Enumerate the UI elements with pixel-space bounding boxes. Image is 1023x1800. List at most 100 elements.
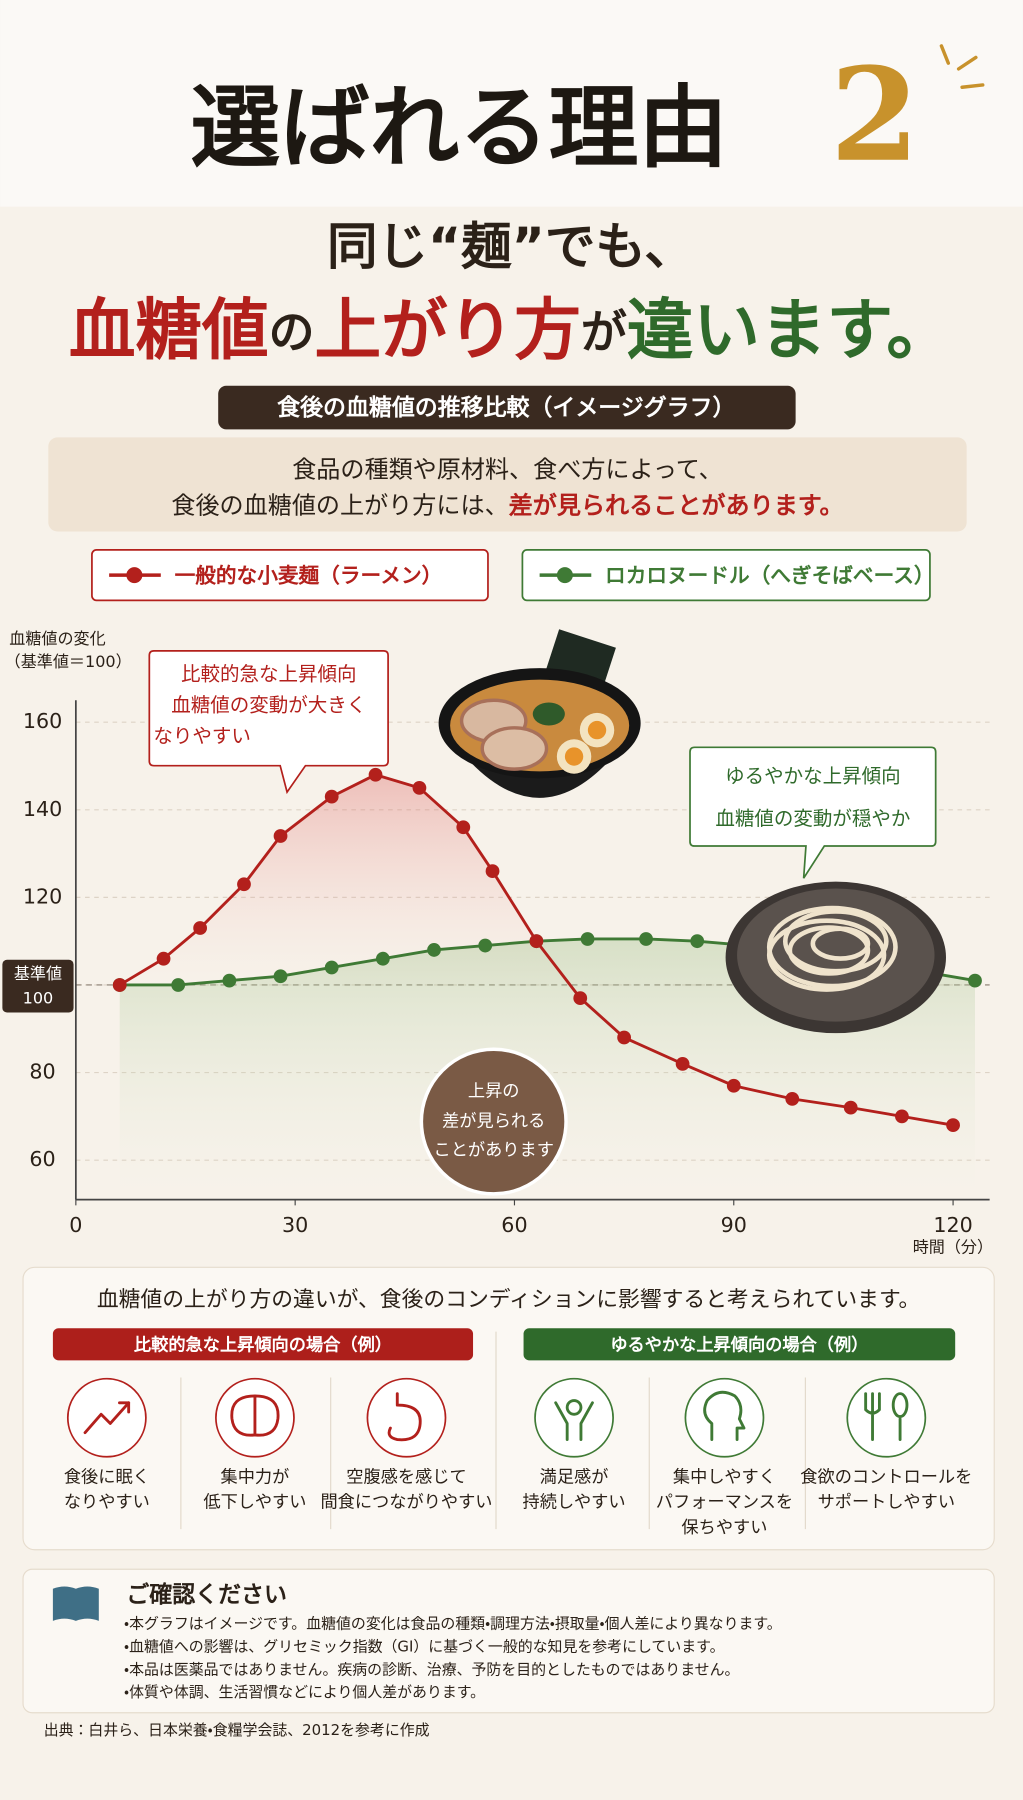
point: [639, 932, 653, 946]
legend-box: [521, 549, 931, 602]
effect-text: 空腹感を感じて: [346, 1467, 466, 1487]
point: [412, 780, 427, 795]
callout-rapid: 比較的急な上昇傾向 血糖値の変動が大きく なりやすい: [148, 650, 389, 795]
y-tick-label: 160: [23, 709, 62, 733]
headline-line1: 同じ“麺”でも、: [327, 217, 695, 276]
intro-line2: 食後の血糖値の上がり方には、差が見られることがあります。: [171, 491, 843, 519]
effect-text: 食欲のコントロールを: [800, 1467, 972, 1487]
callout-text: 血糖値の変動が大きく: [171, 693, 366, 716]
notice-item: ・本品は医薬品ではありません。疾病の診断、治療、予防を目的としたものではありませ…: [124, 1660, 739, 1678]
point: [273, 969, 288, 984]
effect-icon-ring: [366, 1377, 447, 1458]
x-tick-label: 0: [69, 1213, 82, 1237]
effect-text: 保ちやすい: [681, 1518, 767, 1538]
effect-text: 集中しやすく: [673, 1467, 776, 1487]
point: [273, 829, 288, 843]
point: [193, 921, 208, 935]
point: [156, 951, 171, 966]
effect-text: 満足感が: [540, 1467, 609, 1487]
point: [237, 877, 251, 892]
intro-line1: 食品の種類や原材料、食べ方によって、: [292, 456, 723, 484]
headline-part: の: [269, 305, 315, 359]
effect-text: 低下しやすい: [203, 1493, 306, 1513]
headline-part: が: [581, 305, 627, 359]
legend-label: 一般的な小麦麺（ラーメン）: [175, 563, 443, 587]
legend: 一般的な小麦麺（ラーメン） ロカロヌードル（へぎそばベース）: [91, 549, 935, 602]
point: [726, 1078, 741, 1093]
effect-icon-ring: [846, 1377, 927, 1458]
group-title-pill: [52, 1328, 474, 1361]
point: [675, 1056, 690, 1071]
effect-text: 食後に眠く: [64, 1467, 150, 1487]
point: [456, 820, 471, 835]
point: [946, 1118, 960, 1133]
point: [368, 767, 383, 782]
group-title: 比較的急な上昇傾向の場合（例）: [134, 1334, 392, 1355]
point: [529, 934, 544, 949]
effects-heading: 血糖値の上がり方の違いが、食後のコンディションに影響すると考えられています。: [97, 1288, 921, 1313]
header-background: [0, 0, 1023, 207]
x-tick-label: 30: [282, 1213, 308, 1237]
badge-text: 上昇の: [468, 1082, 520, 1102]
x-tick-label: 60: [501, 1213, 527, 1237]
notice-item: ・血糖値への影響は、グリセミック指数（GI）に基づく一般的な知見を参考にしていま…: [124, 1637, 724, 1655]
effect-text: パフォーマンスを: [656, 1493, 793, 1513]
notice-item: ・本グラフはイメージです。血糖値の変化は食品の種類・調理方法・摂取量・個人差によ…: [124, 1614, 782, 1632]
y-axis-label: （基準値＝100）: [5, 652, 132, 671]
point: [785, 1091, 800, 1106]
header-number: 2: [830, 40, 919, 191]
header-title: 選ばれる理由: [191, 76, 728, 181]
effect-text: 持続しやすい: [523, 1493, 626, 1513]
point: [895, 1109, 909, 1124]
callout-text: なりやすい: [153, 724, 251, 747]
point: [222, 973, 237, 988]
point: [580, 932, 595, 946]
x-axis-label: 時間（分）: [913, 1237, 993, 1256]
badge-text: ことがあります: [433, 1140, 553, 1160]
headline-part: 血糖値: [69, 291, 269, 369]
baseline-label: 基準値: [14, 964, 62, 983]
y-tick-label: 120: [23, 884, 62, 908]
intro-part: 差が見られることがあります。: [509, 491, 844, 519]
noodle-image: [725, 881, 947, 1034]
x-tick-label: 120: [933, 1213, 972, 1237]
headline-part: 上がり方: [315, 291, 581, 369]
point: [375, 951, 390, 966]
headline-line2: 血糖値の上がり方が違います。: [69, 291, 953, 369]
legend-marker: [556, 567, 573, 584]
callout-text: 比較的急な上昇傾向: [181, 662, 357, 685]
callout-gentle: ゆるやかな上昇傾向 血糖値の変動が穏やか: [689, 746, 937, 879]
point: [617, 1030, 632, 1045]
headline-part: 違います。: [627, 291, 953, 369]
legend-marker: [126, 567, 143, 584]
group-title-pill: [523, 1328, 956, 1361]
y-tick-label: 80: [29, 1060, 55, 1084]
notice-title: ご確認ください: [126, 1581, 287, 1608]
baseline-value: 100: [23, 988, 54, 1007]
point: [427, 943, 441, 957]
intro-part: 食後の血糖値の上がり方には、: [171, 491, 508, 519]
effect-icons: [83, 1390, 909, 1442]
point: [573, 991, 588, 1006]
y-axis-label: 血糖値の変化: [9, 629, 105, 648]
point: [690, 934, 705, 949]
callout-text: ゆるやかな上昇傾向: [725, 765, 901, 788]
chart-label: 食後の血糖値の推移比較（イメージグラフ）: [277, 394, 735, 421]
effect-text: 間食につながりやすい: [320, 1493, 492, 1513]
point: [968, 973, 982, 988]
baseline-label-box: [2, 959, 74, 1013]
chart-label-pill: [218, 385, 796, 430]
effect-text: なりやすい: [64, 1493, 150, 1513]
point: [478, 938, 493, 953]
y-tick-label: 140: [23, 797, 62, 821]
callout-text: 血糖値の変動が穏やか: [715, 807, 910, 830]
point: [843, 1100, 858, 1115]
effect-text: 集中力が: [221, 1467, 290, 1487]
effect-icon-ring: [534, 1377, 614, 1458]
point: [485, 864, 500, 878]
badge-text: 差が見られる: [442, 1112, 545, 1132]
legend-label: ロカロヌードル（へぎそばベース）: [605, 563, 934, 587]
effect-icon-ring: [684, 1377, 765, 1458]
